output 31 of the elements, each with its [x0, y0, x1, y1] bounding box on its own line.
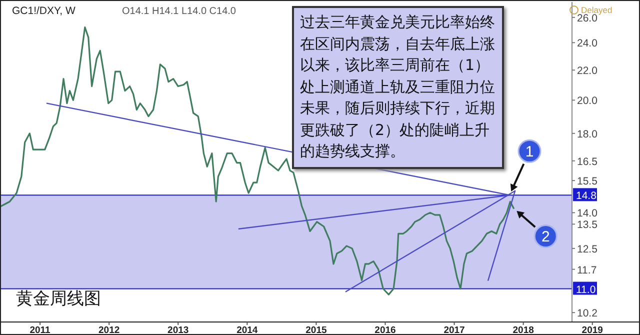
- ref-line-label: 14.8: [576, 190, 597, 202]
- y-tick-label: 22.0: [577, 65, 598, 78]
- y-tick-label: 12.5: [577, 243, 598, 256]
- y-tick-label: 26.0: [577, 12, 598, 24]
- annotation: Delayed: [581, 5, 612, 15]
- y-tick-label: 14.0: [577, 208, 598, 220]
- picture-delayed-badge: Delayed: [570, 5, 612, 15]
- y-tick-label: 13.5: [577, 219, 598, 232]
- annotation: 2: [541, 228, 550, 246]
- y-tick-label: 18.0: [577, 128, 598, 140]
- chart-subtitle: O14.1 H14.1 L14.0 C14.0: [122, 6, 236, 17]
- x-tick-label: 2017: [444, 325, 465, 335]
- x-tick-label: 2013: [168, 325, 189, 335]
- x-tick-label: 2016: [374, 325, 396, 335]
- y-tick-label: 15.5: [577, 176, 598, 188]
- annotation: 黄金周线图: [16, 289, 101, 309]
- x-tick-label: 2019: [582, 325, 603, 335]
- y-tick-label: 24.0: [577, 38, 598, 50]
- x-tick-label: 2018: [512, 325, 534, 335]
- ref-line-label: 11.0: [576, 284, 596, 296]
- chart-title: GC1!/DXY, W: [12, 5, 76, 17]
- y-tick-label: 11.7: [577, 264, 597, 276]
- y-tick-label: 16.5: [577, 156, 598, 168]
- annotation: 1: [525, 144, 534, 161]
- x-tick-label: 2012: [98, 325, 120, 335]
- y-tick-label: 20.0: [577, 95, 598, 108]
- x-tick-label: 2011: [30, 325, 52, 335]
- x-tick-label: 2015: [306, 325, 328, 335]
- x-tick-label: 2014: [236, 325, 258, 335]
- y-tick-label: 10.2: [577, 308, 598, 320]
- annotation: 过去三年黄金兑美元比率始终在区间内震荡，自去年底上涨以来，该比率三周前在（1）处上测通道上轨及三重阻力位未果，随后则持续下行，近期更跌破了（2）处的陡峭上升的趋势线支撑。: [292, 6, 504, 168]
